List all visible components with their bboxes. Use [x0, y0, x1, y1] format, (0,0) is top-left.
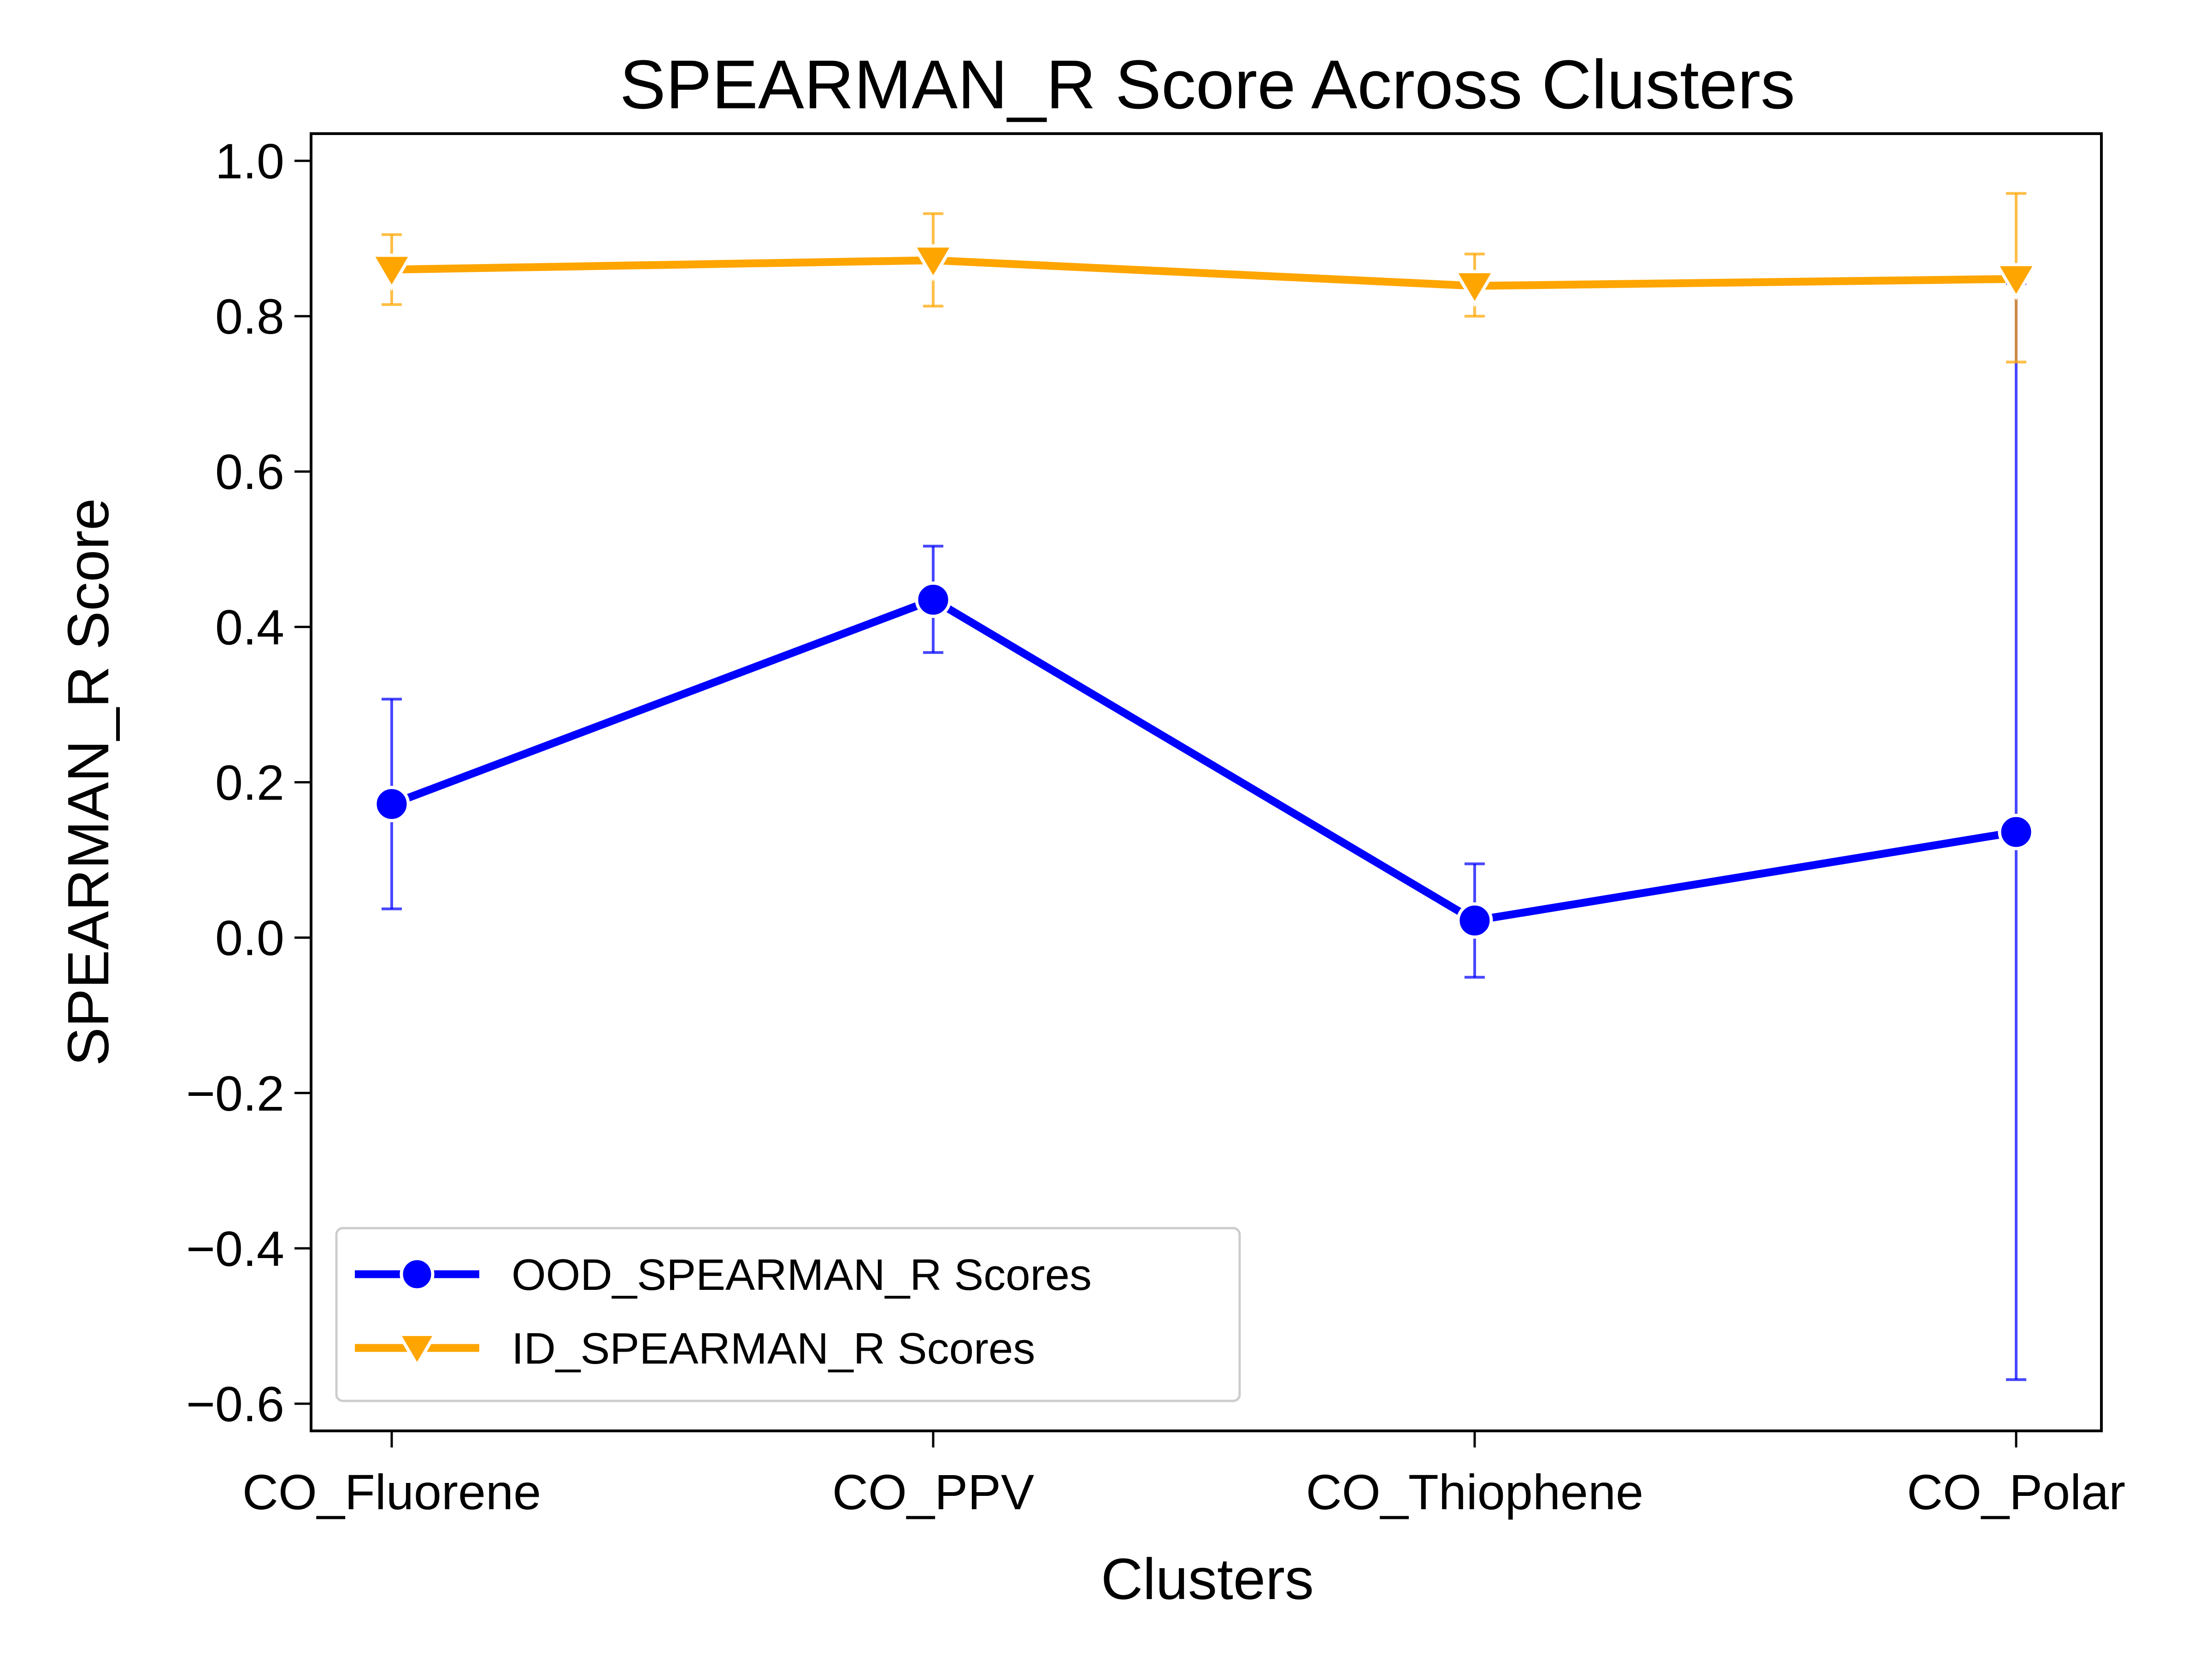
y-tick-label: −0.2: [186, 1065, 284, 1121]
series-1: [370, 192, 2038, 364]
x-tick-label: CO_Polar: [1907, 1464, 2125, 1520]
data-point: [370, 253, 414, 291]
data-point: [1994, 263, 2038, 300]
legend-marker: [396, 1333, 438, 1369]
x-tick-label: CO_PPV: [832, 1464, 1034, 1520]
y-tick-label: 0.8: [215, 288, 284, 344]
plot-area: −0.6 −0.4 −0.2 0.0 0.2 0.4 0.6 0.8 1.0 CO_Fluoren…: [186, 132, 2125, 1520]
data-point: [1456, 902, 1493, 939]
legend-box: [335, 1227, 1241, 1402]
data-point: [1998, 813, 2035, 850]
x-axis-title: Clusters: [1101, 1547, 1314, 1612]
series-line: [391, 256, 2017, 290]
legend: OOD_SPEARMAN_R Scores ID_SPEARMAN_R Score…: [335, 1227, 1241, 1402]
y-tick-label: −0.4: [186, 1221, 284, 1277]
data-point: [1453, 270, 1497, 307]
y-tick-label: −0.6: [186, 1376, 284, 1432]
series-0: [373, 282, 2035, 1381]
y-tick-label: 0.4: [215, 599, 284, 655]
x-tick-label: CO_Fluorene: [242, 1464, 541, 1520]
chart-title: SPEARMAN_R Score Across Clusters: [620, 46, 1795, 123]
legend-label: ID_SPEARMAN_R Scores: [512, 1324, 1035, 1373]
y-tick-label: 0.0: [215, 910, 284, 966]
y-tick-label: 0.6: [215, 444, 284, 500]
data-point: [911, 244, 955, 282]
x-tick-label: CO_Thiophene: [1306, 1464, 1643, 1520]
y-tick-label: 1.0: [215, 133, 284, 189]
series-line: [390, 595, 2017, 925]
data-point: [915, 581, 952, 618]
y-axis-title: SPEARMAN_R Score: [56, 498, 121, 1066]
legend-marker: [400, 1257, 435, 1292]
legend-label: OOD_SPEARMAN_R Scores: [512, 1250, 1092, 1300]
data-point: [373, 786, 410, 823]
y-tick-label: 0.2: [215, 755, 284, 811]
